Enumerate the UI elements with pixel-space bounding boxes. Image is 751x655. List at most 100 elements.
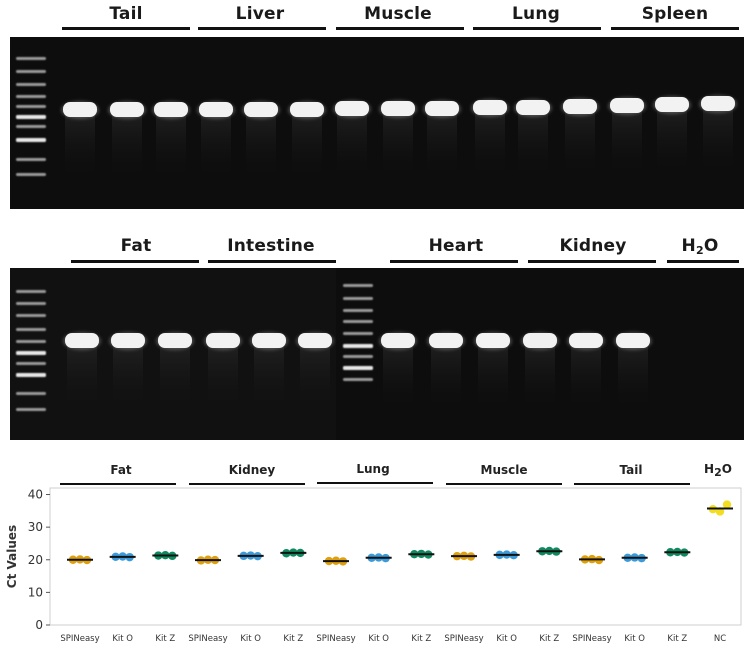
gel2-h2o-o: O — [703, 236, 719, 256]
ladder-band — [16, 125, 46, 128]
lane-smear — [571, 347, 601, 407]
dna-band — [158, 333, 192, 348]
gel2-label-kidney: Kidney — [559, 236, 627, 256]
chart-group-line-fat — [60, 483, 176, 485]
gel2-underline-intestine — [208, 260, 336, 263]
lane-smear — [383, 347, 413, 407]
dna-band — [381, 101, 415, 116]
gel-image-1 — [10, 37, 744, 209]
gel1-underline-liver — [198, 27, 326, 30]
x-tick-label: Kit O — [112, 634, 133, 644]
ladder-band — [16, 392, 46, 395]
gel2-label-fat: Fat — [120, 236, 152, 256]
y-tick-label: 30 — [28, 520, 43, 534]
x-tick-label: Kit O — [240, 634, 261, 644]
x-tick-label: Kit O — [368, 634, 389, 644]
dna-band — [476, 333, 510, 348]
x-tick-label: Kit O — [624, 634, 645, 644]
gel-image-2 — [10, 268, 744, 440]
lane-smear — [612, 112, 642, 172]
lane-smear — [112, 116, 142, 176]
dna-band — [199, 102, 233, 117]
gel1-label-liver: Liver — [235, 4, 285, 24]
dna-band — [335, 101, 369, 116]
y-tick-label: 40 — [28, 488, 43, 502]
lane-smear — [156, 116, 186, 176]
x-tick-label: SPINeasy — [316, 634, 355, 644]
dna-band — [65, 333, 99, 348]
ladder-band — [16, 105, 46, 108]
gel2-label-h2o: H2O — [682, 236, 719, 257]
lane-smear — [478, 347, 508, 407]
lane-smear — [337, 115, 367, 175]
ladder-band — [343, 309, 373, 312]
ladder-band — [16, 340, 46, 343]
x-tick-label: NC — [714, 634, 726, 644]
x-tick-label: SPINeasy — [60, 634, 99, 644]
chart-group-line-lung — [317, 482, 433, 484]
ladder-band — [16, 95, 46, 98]
y-axis-label: Ct Values — [5, 525, 19, 588]
x-tick-label: SPINeasy — [188, 634, 227, 644]
lane-smear — [246, 116, 276, 176]
lane-smear — [431, 347, 461, 407]
lane-smear — [300, 347, 330, 407]
ladder-band — [16, 362, 46, 365]
dna-band — [252, 333, 286, 348]
lane-smear — [292, 116, 322, 176]
lane-smear — [201, 116, 231, 176]
lane-smear — [427, 115, 457, 175]
dna-band — [111, 333, 145, 348]
gel1-label-tail: Tail — [109, 4, 143, 24]
ladder-band — [343, 320, 373, 323]
ladder-band — [16, 173, 46, 176]
lane-smear — [565, 113, 595, 173]
dna-band — [290, 102, 324, 117]
ladder-band — [343, 297, 373, 300]
chart-group-line-kidney — [189, 483, 305, 485]
x-tick-label: Kit Z — [411, 634, 431, 644]
chart-group-line-tail — [574, 483, 690, 485]
ladder-band — [16, 351, 46, 355]
gel2-underline-fat — [71, 260, 199, 263]
x-tick-label: SPINeasy — [572, 634, 611, 644]
gel1-underline-spleen — [611, 27, 739, 30]
dna-band — [610, 98, 644, 113]
dna-band — [381, 333, 415, 348]
ladder-band — [343, 344, 373, 348]
ladder-band — [16, 115, 46, 119]
dna-band — [701, 96, 735, 111]
ladder-band — [343, 355, 373, 358]
dna-band — [473, 100, 507, 115]
ladder-band — [16, 373, 46, 377]
y-tick-label: 20 — [28, 553, 43, 567]
ct-values-chart: 0 10 20 30 40 Ct Values SPINeasy Kit O Kit Z SPIN… — [5, 487, 742, 644]
ladder-band — [16, 138, 46, 142]
ladder-band — [16, 83, 46, 86]
chart-h2o-h: H — [704, 462, 715, 476]
dna-band — [206, 333, 240, 348]
ladder-band — [343, 332, 373, 335]
gel2-h2o-h: H — [681, 236, 696, 256]
lane-smear — [208, 347, 238, 407]
y-tick-label: 0 — [35, 618, 43, 632]
lane-smear — [65, 116, 95, 176]
dna-band — [244, 102, 278, 117]
ladder-band — [343, 366, 373, 370]
lane-smear — [383, 115, 413, 175]
lane-smear — [475, 114, 505, 174]
plot-frame — [49, 487, 742, 626]
chart-group-label-h2o: H2O — [704, 462, 732, 479]
ladder-band — [16, 314, 46, 317]
gel2-underline-h2o — [667, 260, 739, 263]
lane-smear — [518, 114, 548, 174]
dna-band — [563, 99, 597, 114]
ladder-band — [343, 378, 373, 381]
dna-band — [569, 333, 603, 348]
x-tick-label: Kit O — [496, 634, 517, 644]
x-tick-label: Kit Z — [283, 634, 303, 644]
x-tick-label: Kit Z — [667, 634, 687, 644]
gel1-underline-tail — [62, 27, 190, 30]
chart-h2o-sub: 2 — [714, 466, 722, 479]
dna-band — [425, 101, 459, 116]
